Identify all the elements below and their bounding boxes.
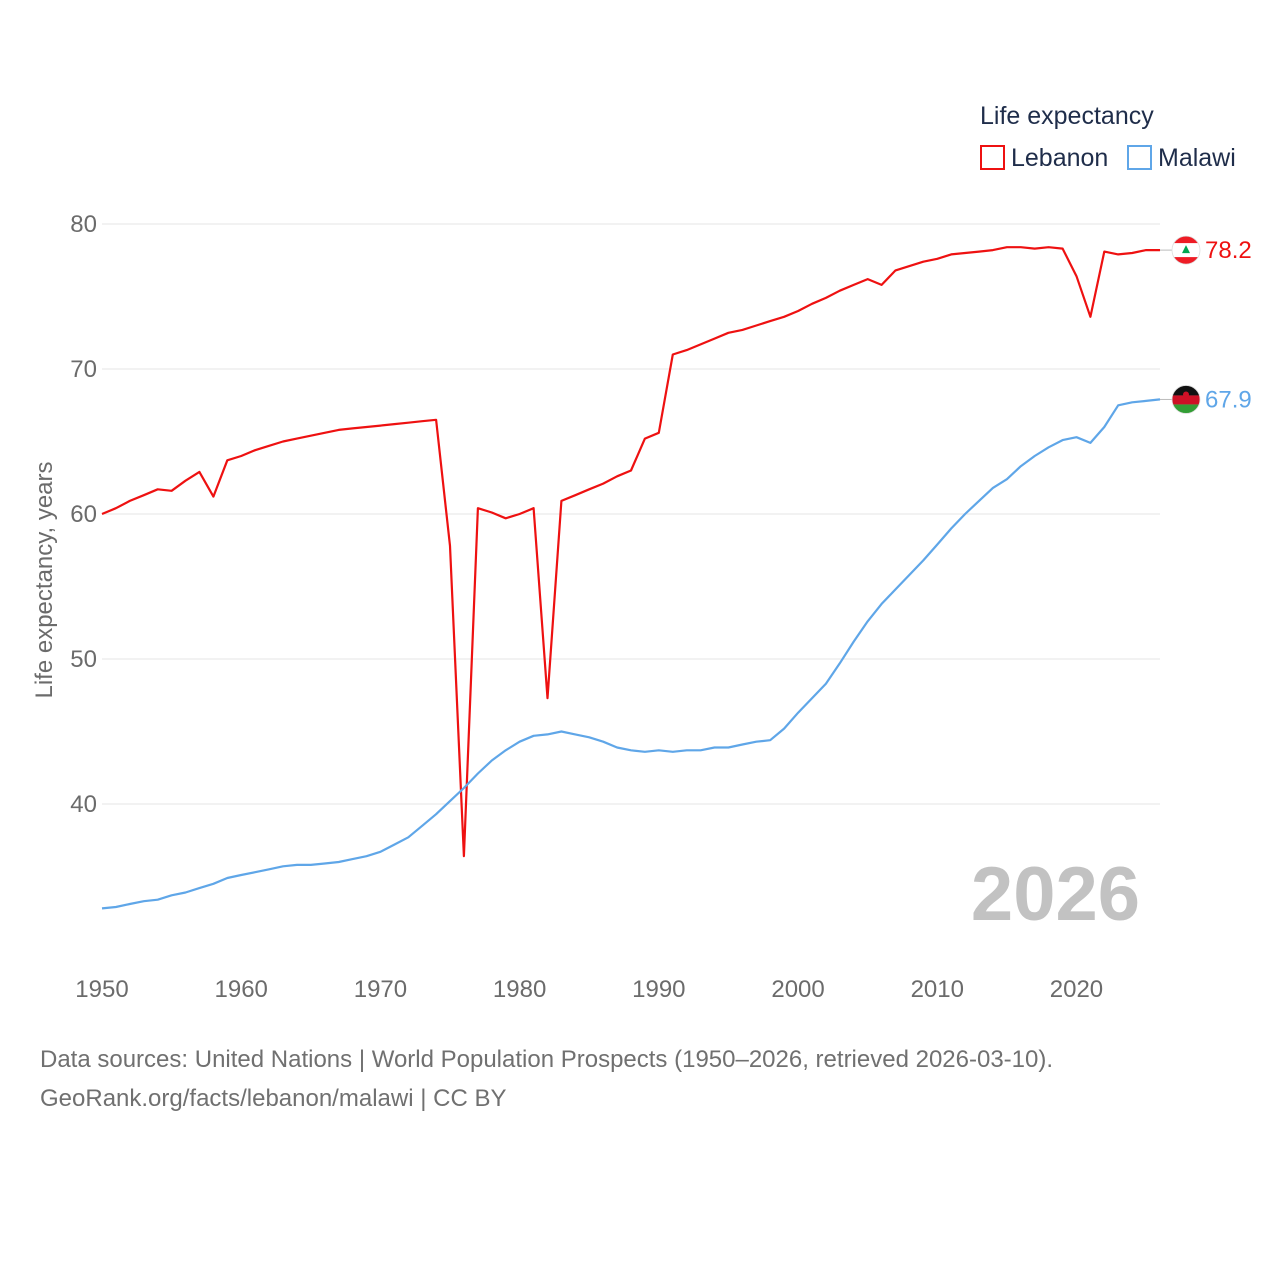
- legend-label-lebanon: Lebanon: [1011, 144, 1108, 172]
- end-value-label-lebanon: 78.2: [1205, 237, 1252, 264]
- end-value-label-malawi: 67.9: [1205, 386, 1252, 413]
- legend-item-lebanon[interactable]: Lebanon: [980, 144, 1108, 172]
- y-tick-label-40: 40: [70, 791, 97, 818]
- x-axis-ticks: 1950 1960 1970 1980 1990 2000 2010 2020: [75, 976, 1103, 1003]
- legend-swatch-malawi: [1127, 145, 1152, 170]
- legend-title: Life expectancy: [980, 102, 1154, 130]
- x-tick-label-1980: 1980: [493, 976, 546, 1003]
- series-end-markers: 78.2 67.9: [1160, 235, 1252, 414]
- life-expectancy-chart: 40 50 60 70 80 1950 1960 1970 1980 1990 2000 2010 2…: [31, 102, 1252, 1003]
- legend-swatch-lebanon: [980, 145, 1005, 170]
- y-tick-label-80: 80: [70, 211, 97, 238]
- legend-label-malawi: Malawi: [1158, 144, 1236, 172]
- x-tick-label-1990: 1990: [632, 976, 685, 1003]
- x-tick-label-2010: 2010: [911, 976, 964, 1003]
- credit-link[interactable]: GeoRank.org/facts/lebanon/malawi | CC BY: [40, 1085, 507, 1112]
- current-year-label: 2026: [971, 852, 1140, 937]
- data-source-note: Data sources: United Nations | World Pop…: [40, 1046, 1054, 1073]
- y-axis-ticks: 40 50 60 70 80: [70, 211, 97, 818]
- x-tick-label-1970: 1970: [354, 976, 407, 1003]
- x-tick-label-1960: 1960: [215, 976, 268, 1003]
- x-tick-label-1950: 1950: [75, 976, 128, 1003]
- y-axis-title: Life expectancy, years: [31, 461, 58, 698]
- lebanon-flag-icon: [1171, 235, 1201, 265]
- y-tick-label-70: 70: [70, 356, 97, 383]
- legend-item-malawi[interactable]: Malawi: [1127, 144, 1236, 172]
- gridlines: [102, 223, 1160, 805]
- series-lines: [101, 246, 1161, 910]
- legend: Life expectancy Lebanon Malawi: [980, 102, 1236, 172]
- y-tick-label-50: 50: [70, 646, 97, 673]
- series-line-lebanon[interactable]: [101, 246, 1160, 858]
- y-tick-label-60: 60: [70, 501, 97, 528]
- series-line-malawi[interactable]: [101, 398, 1161, 910]
- x-tick-label-2020: 2020: [1050, 976, 1103, 1003]
- x-tick-label-2000: 2000: [771, 976, 824, 1003]
- malawi-flag-icon: [1171, 385, 1201, 414]
